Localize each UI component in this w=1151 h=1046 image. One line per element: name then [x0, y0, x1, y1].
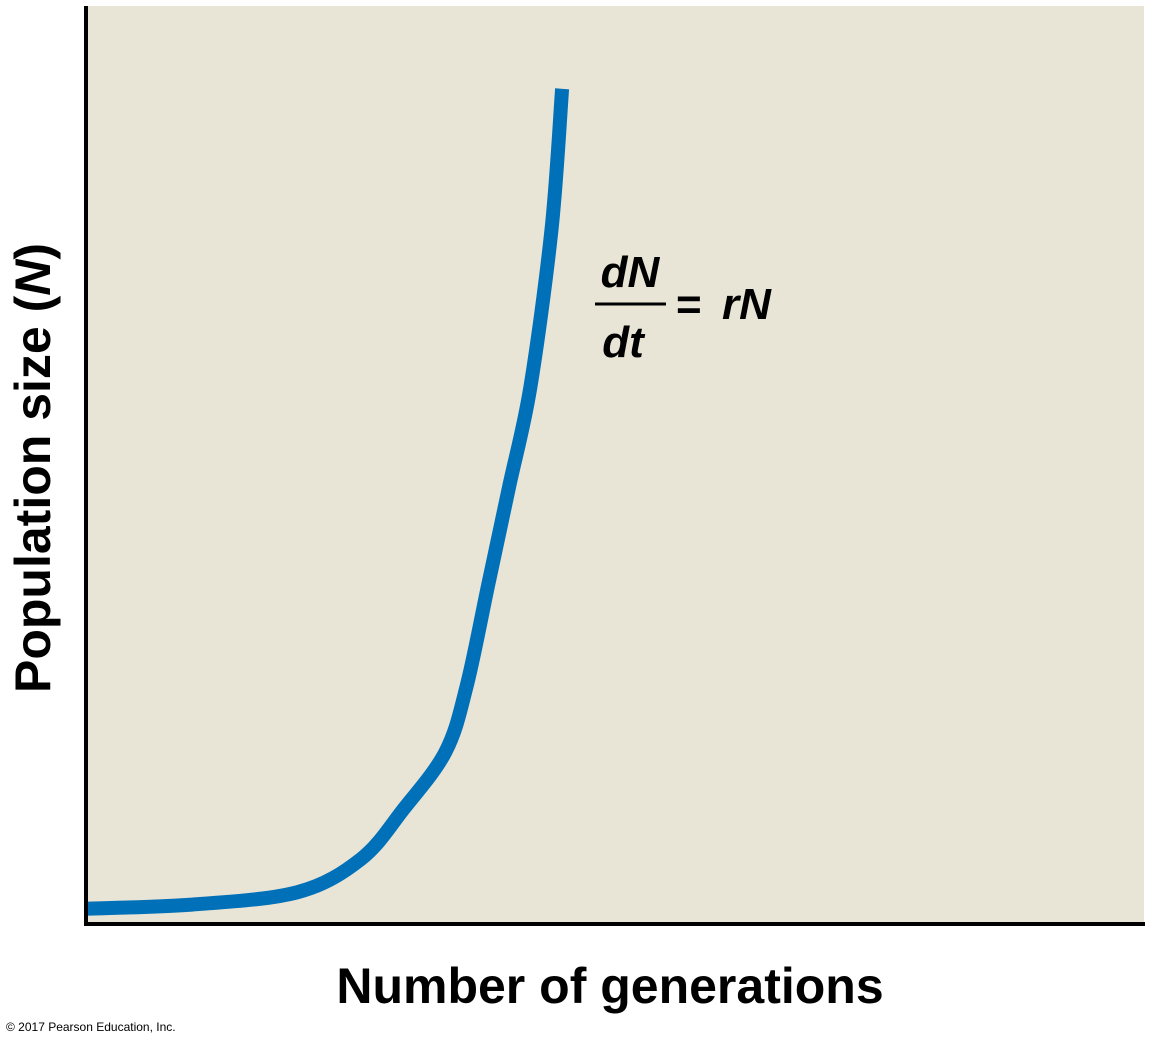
- equation-rhs: rN: [722, 280, 772, 329]
- x-axis-label: Number of generations: [336, 958, 883, 1014]
- equation-annotation: dN dt = rN: [595, 248, 772, 367]
- series-line: [85, 88, 570, 916]
- equation-denominator: dt: [602, 318, 646, 367]
- copyright-notice: © 2017 Pearson Education, Inc.: [6, 1020, 176, 1034]
- y-axis-label: Population size (N): [5, 243, 61, 693]
- equation-numerator: dN: [601, 248, 661, 297]
- plot-background: [86, 6, 1144, 923]
- equation-equals: =: [676, 280, 702, 329]
